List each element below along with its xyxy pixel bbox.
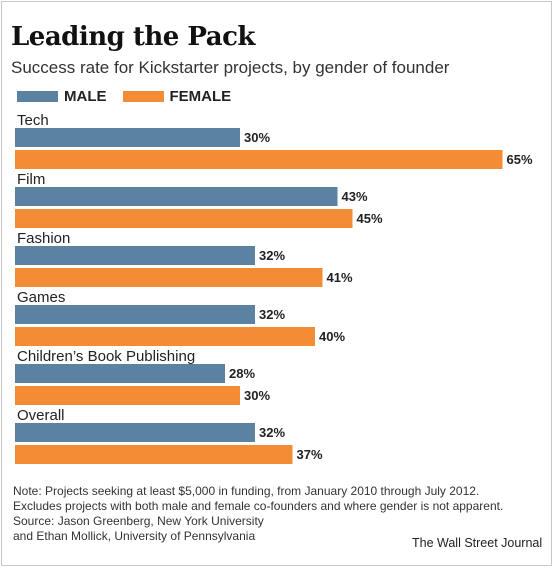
- value-label-female-fashion: 41%: [327, 270, 353, 285]
- chart-subtitle: Success rate for Kickstarter projects, b…: [11, 58, 450, 77]
- value-label-female-games: 40%: [319, 329, 345, 344]
- chart-title: Leading the Pack: [11, 22, 255, 52]
- value-label-male-tech: 30%: [244, 130, 270, 145]
- bar-female-overall: [15, 445, 293, 464]
- bar-female-film: [15, 209, 353, 228]
- bar-female-children-s-book-publishing: [15, 386, 240, 405]
- legend-label-female: FEMALE: [169, 87, 232, 105]
- note-line-2: Excludes projects with both male and fem…: [13, 499, 504, 513]
- bar-male-children-s-book-publishing: [15, 364, 225, 383]
- bar-female-games: [15, 327, 315, 346]
- value-label-female-children-s-book-publishing: 30%: [244, 388, 270, 403]
- bar-male-tech: [15, 128, 240, 147]
- note-line-1: Note: Projects seeking at least $5,000 i…: [13, 484, 480, 498]
- legend: MALE FEMALE: [17, 86, 247, 106]
- bar-female-fashion: [15, 268, 323, 287]
- category-label-fashion: Fashion: [17, 230, 70, 247]
- value-label-male-film: 43%: [342, 189, 368, 204]
- category-label-tech: Tech: [17, 112, 49, 129]
- source-line-2: and Ethan Mollick, University of Pennsyl…: [13, 529, 256, 543]
- value-label-female-film: 45%: [357, 211, 383, 226]
- legend-item-female: FEMALE: [122, 87, 232, 105]
- value-label-male-overall: 32%: [259, 425, 285, 440]
- legend-swatch-male: [17, 90, 58, 102]
- chart-note: Note: Projects seeking at least $5,000 i…: [13, 484, 513, 544]
- legend-item-male: MALE: [17, 88, 107, 105]
- bar-male-games: [15, 305, 255, 324]
- publisher-credit: The Wall Street Journal: [412, 536, 543, 550]
- value-label-female-tech: 65%: [507, 152, 533, 167]
- category-label-overall: Overall: [17, 407, 65, 424]
- category-label-film: Film: [17, 171, 45, 188]
- category-label-games: Games: [17, 289, 65, 306]
- value-label-male-games: 32%: [259, 307, 285, 322]
- value-label-male-children-s-book-publishing: 28%: [229, 366, 255, 381]
- bar-male-film: [15, 187, 338, 206]
- category-label-children-s-book-publishing: Children’s Book Publishing: [17, 348, 195, 365]
- source-line-1: Source: Jason Greenberg, New York Univer…: [13, 514, 264, 528]
- legend-swatch-female: [122, 90, 164, 102]
- bar-chart: Tech 30% 65% Film 43% 45% Fashion 32% 41% Games 32…: [15, 112, 533, 464]
- bar-male-fashion: [15, 246, 255, 265]
- legend-label-male: MALE: [64, 87, 107, 105]
- bar-female-tech: [15, 150, 503, 169]
- value-label-female-overall: 37%: [297, 447, 323, 462]
- value-label-male-fashion: 32%: [259, 248, 285, 263]
- bar-male-overall: [15, 423, 255, 442]
